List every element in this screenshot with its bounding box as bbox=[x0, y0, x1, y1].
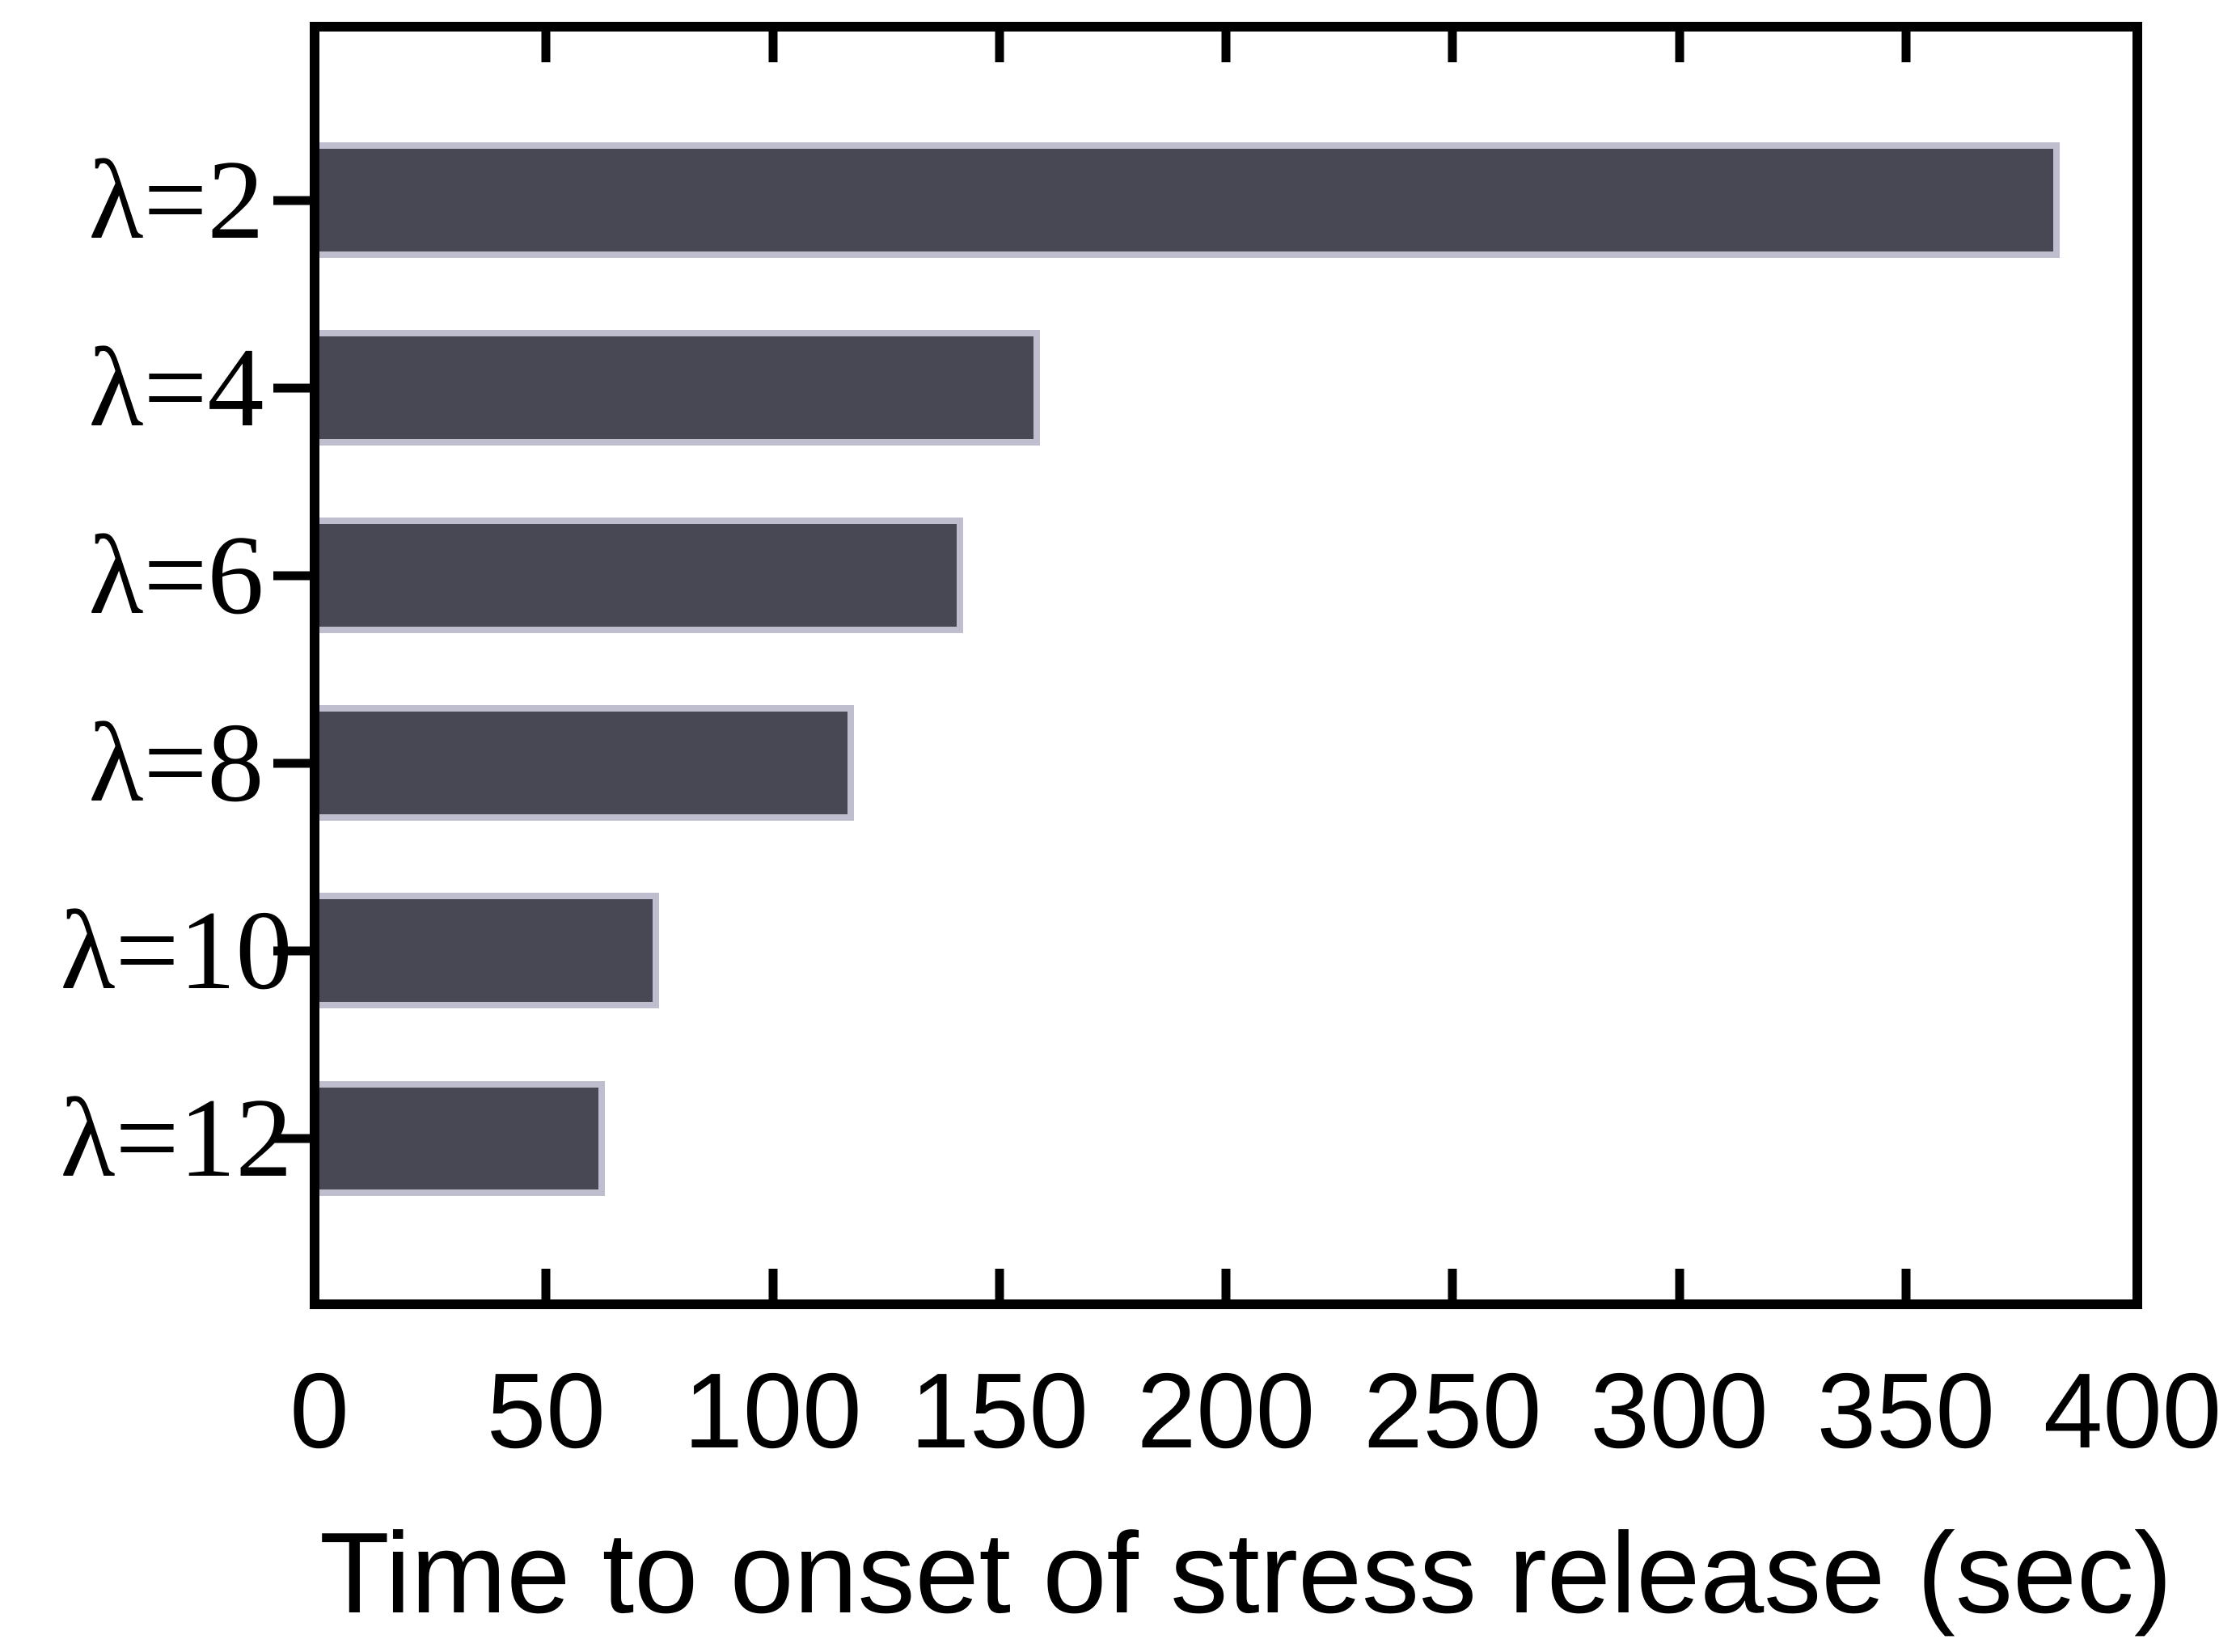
y-tick bbox=[273, 383, 310, 393]
x-tick bbox=[995, 1269, 1004, 1299]
y-axis-ticks bbox=[273, 32, 310, 1299]
x-tick bbox=[1448, 1269, 1457, 1299]
x-tick bbox=[1448, 32, 1457, 62]
x-tick bbox=[1675, 1269, 1684, 1299]
x-tick bbox=[768, 1269, 777, 1299]
y-tick bbox=[273, 196, 310, 205]
bar bbox=[319, 330, 1041, 446]
x-tick-label: 150 bbox=[910, 1351, 1088, 1470]
y-axis-label: λ=4 bbox=[88, 324, 264, 450]
bar bbox=[319, 893, 660, 1009]
bar bbox=[319, 142, 2061, 258]
x-tick bbox=[1221, 32, 1231, 62]
y-tick bbox=[273, 946, 310, 956]
y-axis-label: λ=6 bbox=[88, 512, 264, 638]
x-tick-label: 400 bbox=[2043, 1351, 2222, 1470]
y-axis-label: λ=2 bbox=[88, 137, 264, 263]
x-tick bbox=[1675, 32, 1684, 62]
y-tick bbox=[273, 571, 310, 581]
plot-area bbox=[310, 22, 2142, 1309]
x-tick bbox=[1901, 32, 1911, 62]
x-tick-label: 200 bbox=[1136, 1351, 1316, 1470]
x-tick-label: 350 bbox=[1816, 1351, 1995, 1470]
bar bbox=[319, 1080, 606, 1197]
bar bbox=[319, 705, 855, 822]
x-tick bbox=[1221, 1269, 1231, 1299]
x-tick bbox=[995, 32, 1004, 62]
x-tick bbox=[541, 1269, 551, 1299]
y-axis-label: λ=10 bbox=[60, 887, 293, 1013]
x-tick bbox=[1901, 1269, 1911, 1299]
x-tick-label: 250 bbox=[1363, 1351, 1542, 1470]
x-tick-labels: 0 50 100 150 200 250 300 350 400 bbox=[290, 1351, 2221, 1489]
y-tick bbox=[273, 758, 310, 768]
x-axis-title: Time to onset of stress release (sec) bbox=[319, 1509, 2173, 1637]
y-axis-labels: λ=2 λ=4 λ=6 λ=8 λ=10 λ=12 bbox=[0, 32, 310, 1299]
y-tick bbox=[273, 1134, 310, 1143]
x-tick bbox=[541, 32, 551, 62]
y-axis-label: λ=12 bbox=[60, 1075, 293, 1201]
bar bbox=[319, 518, 963, 633]
x-tick-label: 300 bbox=[1590, 1351, 1769, 1470]
x-tick-label: 0 bbox=[290, 1351, 349, 1470]
x-tick-label: 100 bbox=[683, 1351, 862, 1470]
y-axis-label: λ=8 bbox=[88, 699, 264, 826]
x-tick bbox=[768, 32, 777, 62]
x-tick-label: 50 bbox=[486, 1351, 606, 1470]
